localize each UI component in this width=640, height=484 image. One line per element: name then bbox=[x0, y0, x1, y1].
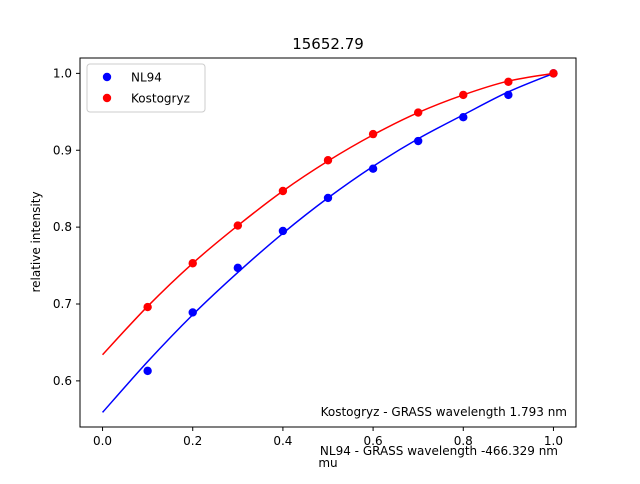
data-point-nl94 bbox=[504, 90, 513, 100]
data-point-kostogryz bbox=[323, 156, 333, 165]
legend-marker-nl94 bbox=[102, 72, 112, 82]
data-point-kostogryz bbox=[233, 221, 243, 230]
y-tick-label: 0.8 bbox=[53, 220, 72, 234]
legend-frame bbox=[86, 63, 206, 113]
legend-label-kostogryz: Kostogryz bbox=[131, 92, 190, 106]
data-point-kostogryz bbox=[143, 302, 152, 312]
data-point-nl94 bbox=[323, 193, 333, 203]
y-tick-label: 0.6 bbox=[53, 374, 72, 388]
y-tick-label: 1.0 bbox=[53, 66, 72, 80]
data-point-kostogryz bbox=[459, 90, 468, 100]
data-point-kostogryz bbox=[188, 259, 197, 268]
x-tick-label: 0.8 bbox=[454, 434, 473, 448]
legend: NL94 Kostogryz bbox=[86, 63, 206, 113]
x-axis-ticks: 0.0 0.2 0.4 0.6 0.8 1.0 bbox=[93, 427, 563, 448]
data-point-kostogryz bbox=[368, 129, 378, 139]
x-tick-label: 0.6 bbox=[364, 434, 383, 448]
chart-title: 15652.79 bbox=[292, 35, 364, 53]
data-point-nl94 bbox=[188, 308, 197, 317]
data-point-kostogryz bbox=[413, 108, 423, 117]
y-axis-ticks: 0.6 0.7 0.8 0.9 1.0 bbox=[53, 66, 80, 388]
x-tick-label: 0.4 bbox=[273, 434, 292, 448]
legend-marker-kostogryz bbox=[102, 93, 112, 103]
x-tick-label: 0.0 bbox=[93, 434, 112, 448]
data-point-kostogryz bbox=[504, 77, 513, 87]
data-point-kostogryz bbox=[549, 69, 558, 78]
plot-area-frame bbox=[79, 57, 577, 428]
data-point-kostogryz bbox=[278, 186, 288, 196]
data-point-nl94 bbox=[143, 366, 152, 376]
x-tick-label: 0.2 bbox=[183, 434, 202, 448]
x-axis-label: mu bbox=[318, 456, 337, 470]
y-axis-label: relative intensity bbox=[29, 191, 43, 292]
x-tick-label: 1.0 bbox=[544, 434, 563, 448]
legend-label-nl94: NL94 bbox=[131, 71, 162, 85]
data-point-nl94 bbox=[233, 263, 243, 273]
y-tick-label: 0.9 bbox=[53, 143, 72, 157]
data-point-nl94 bbox=[368, 164, 378, 173]
data-points bbox=[143, 69, 558, 376]
annotation-nl94-wavelength: NL94 - GRASS wavelength -466.329 nm bbox=[320, 444, 558, 458]
y-tick-label: 0.7 bbox=[53, 297, 72, 311]
data-point-nl94 bbox=[459, 112, 468, 122]
annotation-kostogryz-wavelength: Kostogryz - GRASS wavelength 1.793 nm bbox=[321, 405, 567, 419]
data-point-nl94 bbox=[278, 226, 288, 236]
data-point-nl94 bbox=[413, 136, 423, 146]
